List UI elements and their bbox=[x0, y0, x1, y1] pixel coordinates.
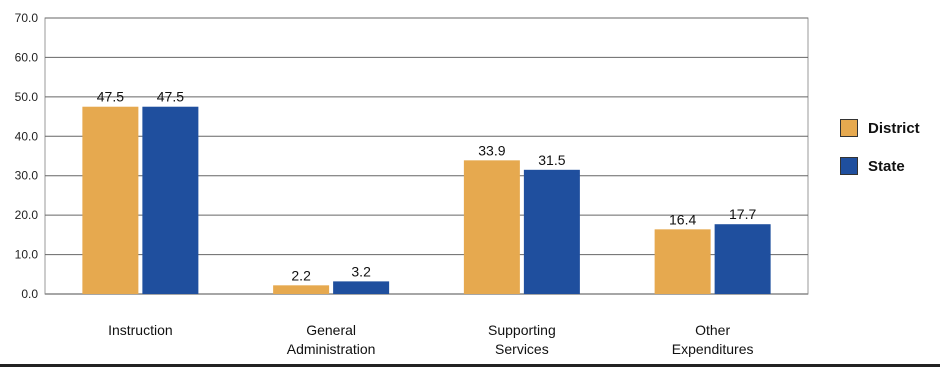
bar-state bbox=[714, 224, 771, 294]
bar-district bbox=[273, 285, 330, 294]
y-tick-label: 20.0 bbox=[15, 208, 39, 222]
legend-label-district: District bbox=[868, 119, 920, 137]
bar-state bbox=[333, 281, 390, 294]
data-label: 16.4 bbox=[669, 211, 696, 227]
y-tick-label: 40.0 bbox=[15, 129, 39, 143]
y-tick-label: 60.0 bbox=[15, 50, 39, 64]
data-label: 47.5 bbox=[157, 89, 184, 105]
data-label: 33.9 bbox=[478, 142, 505, 158]
y-tick-label: 0.0 bbox=[21, 287, 38, 301]
data-label: 31.5 bbox=[538, 152, 565, 168]
bar-district bbox=[463, 160, 520, 294]
x-tick-label: Administration bbox=[287, 341, 376, 357]
y-tick-label: 70.0 bbox=[15, 11, 39, 25]
legend-item-state: State bbox=[840, 156, 920, 176]
bar-district bbox=[82, 106, 139, 294]
x-tick-label: Other bbox=[695, 322, 730, 338]
legend-swatch-state bbox=[840, 157, 858, 175]
y-tick-label: 30.0 bbox=[15, 169, 39, 183]
legend-swatch-district bbox=[840, 119, 858, 137]
bottom-rule bbox=[0, 364, 940, 367]
bar-district bbox=[654, 229, 711, 294]
x-tick-label: Instruction bbox=[108, 322, 173, 338]
data-label: 17.7 bbox=[729, 206, 756, 222]
y-tick-label: 50.0 bbox=[15, 90, 39, 104]
legend-item-district: District bbox=[840, 118, 920, 138]
data-label: 47.5 bbox=[97, 89, 124, 105]
x-tick-label: Services bbox=[495, 341, 549, 357]
data-label: 3.2 bbox=[351, 263, 371, 279]
legend: District State bbox=[840, 118, 920, 194]
data-label: 2.2 bbox=[291, 267, 311, 283]
x-tick-label: General bbox=[306, 322, 356, 338]
y-tick-label: 10.0 bbox=[15, 248, 39, 262]
legend-label-state: State bbox=[868, 157, 905, 175]
bar-state bbox=[523, 169, 580, 294]
x-tick-label: Expenditures bbox=[672, 341, 754, 357]
x-tick-label: Supporting bbox=[488, 322, 556, 338]
bar-state bbox=[142, 106, 199, 294]
